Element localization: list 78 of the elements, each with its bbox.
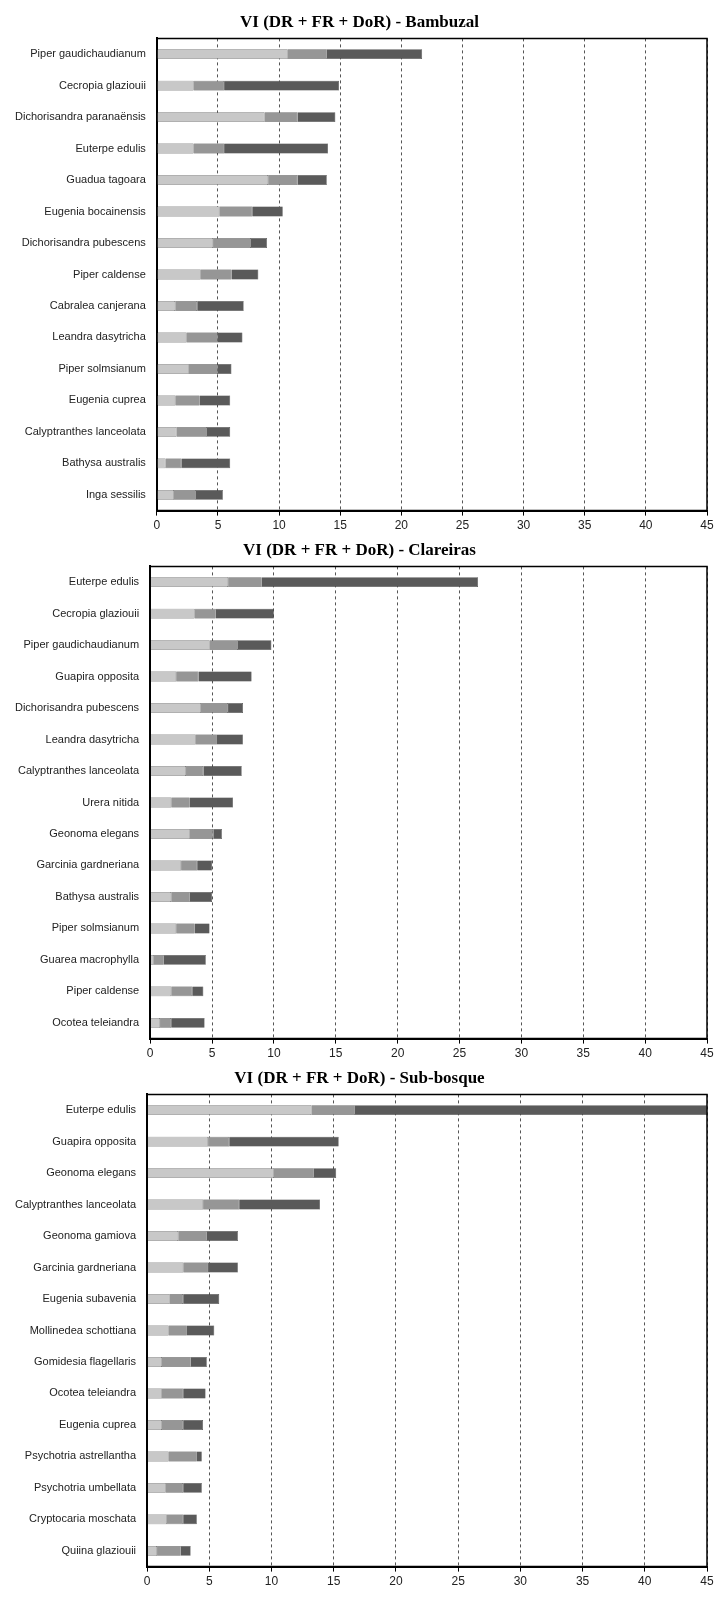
x-tick-label: 15 xyxy=(329,1046,343,1061)
y-tick-label: Ocotea teleiandra xyxy=(49,1386,137,1399)
y-tick-label: Garcinia gardneriana xyxy=(36,858,140,871)
x-tick-label: 20 xyxy=(390,1046,405,1061)
y-tick-label: Guapira opposita xyxy=(55,669,141,682)
x-tick-label: 45 xyxy=(700,1046,714,1061)
x-tick-label: 15 xyxy=(333,518,348,533)
y-tick-label: Garcinia gardneriana xyxy=(33,1260,137,1273)
x-tick-label: 5 xyxy=(214,518,222,533)
x-tick-label: 40 xyxy=(639,518,653,533)
y-tick-label: Quiina glaziouii xyxy=(61,1543,137,1556)
chart-title: VI (DR + FR + DoR) - Clareiras xyxy=(243,539,477,559)
x-tick-label: 20 xyxy=(389,1574,403,1589)
x-tick-label: 10 xyxy=(267,1046,281,1061)
x-tick-label: 45 xyxy=(700,1574,714,1589)
x-tick-label: 0 xyxy=(146,1046,154,1061)
y-tick-label: Dichorisandra pubescens xyxy=(14,701,140,714)
y-tick-label: Calyptranthes lanceolata xyxy=(18,764,141,777)
x-tick-label: 30 xyxy=(513,1574,528,1589)
x-tick-label: 25 xyxy=(451,1574,466,1589)
x-tick-label: 35 xyxy=(576,1046,591,1061)
y-tick-label: Psychotria astrellantha xyxy=(24,1449,137,1462)
y-tick-label: Inga sessilis xyxy=(85,487,147,500)
y-tick-label: Guapira opposita xyxy=(52,1134,137,1147)
chart-title: VI (DR + FR + DoR) - Bambuzal xyxy=(240,11,480,31)
y-tick-label: Euterpe edulis xyxy=(68,575,140,588)
y-tick-label: Cecropia glaziouii xyxy=(52,606,140,619)
x-tick-label: 5 xyxy=(208,1046,216,1061)
x-tick-label: 40 xyxy=(638,1574,652,1589)
y-tick-label: Calyptranthes lanceolata xyxy=(24,424,147,437)
y-tick-label: Euterpe edulis xyxy=(75,141,147,154)
y-tick-label: Leandra dasytricha xyxy=(52,330,147,343)
y-tick-label: Mollinedea schottiana xyxy=(29,1323,137,1336)
chart-title: VI (DR + FR + DoR) - Sub-bosque xyxy=(234,1067,486,1087)
y-tick-label: Piper solmsianum xyxy=(51,921,140,934)
x-tick-label: 35 xyxy=(575,1574,590,1589)
x-tick-label: 10 xyxy=(272,518,287,533)
x-tick-label: 35 xyxy=(578,518,592,533)
y-tick-label: Geonoma elegans xyxy=(46,1166,137,1179)
x-tick-label: 30 xyxy=(514,1046,529,1061)
y-tick-label: Dichorisandra paranaënsis xyxy=(14,110,147,123)
y-tick-label: Geonoma gamiova xyxy=(43,1229,137,1242)
y-tick-label: Cecropia glaziouii xyxy=(59,78,146,91)
y-tick-label: Cabralea canjerana xyxy=(49,299,147,312)
y-tick-label: Urera nitida xyxy=(82,795,141,808)
x-tick-label: 30 xyxy=(516,518,531,533)
y-tick-label: Bathysa australis xyxy=(55,889,140,902)
x-tick-label: 10 xyxy=(264,1574,279,1589)
y-tick-label: Psychotria umbellata xyxy=(33,1480,137,1493)
y-tick-label: Cryptocaria moschata xyxy=(29,1512,137,1525)
y-tick-label: Guadua tagoara xyxy=(66,173,147,186)
x-tick-label: 5 xyxy=(205,1574,213,1589)
y-tick-label: Eugenia cuprea xyxy=(68,393,147,406)
x-tick-label: 20 xyxy=(394,518,409,533)
y-tick-label: Piper gaudichaudianum xyxy=(23,638,140,651)
y-tick-label: Dichorisandra pubescens xyxy=(21,236,147,249)
y-tick-label: Euterpe edulis xyxy=(65,1103,137,1116)
y-tick-label: Eugenia cuprea xyxy=(59,1417,137,1430)
y-tick-label: Gomidesia flagellaris xyxy=(33,1355,137,1368)
y-tick-label: Ocotea teleiandra xyxy=(52,1015,140,1028)
y-tick-label: Piper caldense xyxy=(66,984,140,997)
y-tick-label: Piper caldense xyxy=(73,267,146,280)
x-tick-label: 40 xyxy=(638,1046,653,1061)
y-tick-label: Piper solmsianum xyxy=(58,361,146,374)
y-tick-label: Guarea macrophylla xyxy=(40,952,140,965)
y-tick-label: Piper gaudichaudianum xyxy=(30,47,146,60)
x-tick-label: 15 xyxy=(327,1574,341,1589)
y-tick-label: Eugenia bocainensis xyxy=(44,204,147,217)
x-tick-label: 0 xyxy=(153,518,161,533)
y-tick-label: Leandra dasytricha xyxy=(45,732,140,745)
y-tick-label: Geonoma elegans xyxy=(49,827,140,840)
y-tick-label: Bathysa australis xyxy=(62,456,147,469)
x-tick-label: 45 xyxy=(700,518,714,533)
y-tick-label: Eugenia subavenia xyxy=(42,1292,137,1305)
y-tick-label: Calyptranthes lanceolata xyxy=(15,1197,137,1210)
x-tick-label: 0 xyxy=(143,1574,151,1589)
x-tick-label: 25 xyxy=(452,1046,467,1061)
x-tick-label: 25 xyxy=(455,518,470,533)
